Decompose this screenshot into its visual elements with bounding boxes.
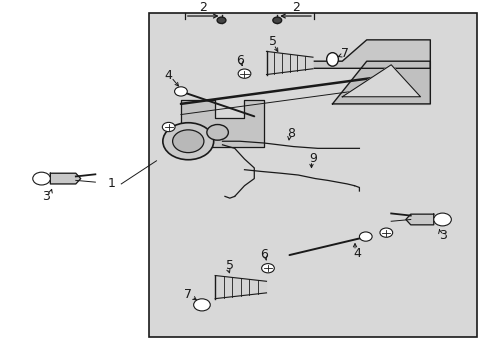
Text: 7: 7 [341,47,348,60]
Circle shape [33,172,50,185]
Text: 3: 3 [438,229,446,242]
Circle shape [261,264,274,273]
Circle shape [217,17,225,23]
Text: 4: 4 [352,247,360,260]
Circle shape [379,228,392,237]
Text: 1: 1 [107,177,115,190]
Polygon shape [266,51,312,75]
Text: 3: 3 [42,190,50,203]
Polygon shape [268,40,429,68]
Bar [149,13,476,337]
Text: 4: 4 [164,69,172,82]
Circle shape [206,125,228,140]
Circle shape [359,232,371,241]
Text: 8: 8 [286,127,294,140]
Text: 5: 5 [268,35,276,48]
Circle shape [172,130,203,153]
Ellipse shape [326,53,338,66]
Circle shape [163,123,213,160]
Circle shape [174,87,187,96]
Polygon shape [50,173,81,184]
Text: 2: 2 [291,1,299,14]
Text: 2: 2 [199,1,206,14]
Circle shape [433,213,450,226]
Polygon shape [181,100,264,147]
Text: 5: 5 [225,259,233,272]
Polygon shape [332,61,429,104]
Circle shape [272,17,281,23]
Polygon shape [215,275,266,299]
Text: 6: 6 [235,54,243,67]
Circle shape [162,122,175,132]
Circle shape [193,299,210,311]
Text: 7: 7 [184,288,192,301]
Polygon shape [405,214,433,225]
Circle shape [238,69,250,78]
Polygon shape [342,65,420,97]
Text: 9: 9 [308,152,316,165]
Text: 6: 6 [260,248,268,261]
